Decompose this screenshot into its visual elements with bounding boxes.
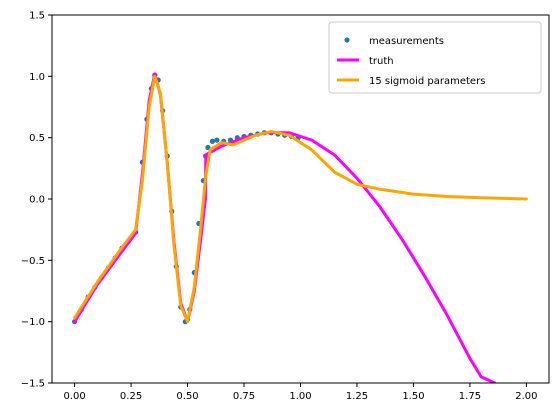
legend: measurements truth 15 sigmoid parameters	[328, 21, 542, 94]
legend-label: measurements	[369, 36, 444, 47]
scatter-point	[209, 138, 215, 144]
y-tick-label: −1.0	[21, 317, 45, 328]
y-tick-label: 1.0	[29, 72, 45, 83]
x-tick-label: 1.25	[346, 391, 368, 402]
x-tick-label: 0.25	[120, 391, 142, 402]
x-tick-label: 0.00	[63, 391, 85, 402]
x-tick-label: 1.75	[459, 391, 481, 402]
y-tick-label: −1.5	[21, 379, 45, 390]
legend-item: 15 sigmoid parameters	[337, 76, 485, 87]
legend-item: measurements	[344, 36, 444, 47]
series-0	[71, 72, 301, 325]
x-tick-label: 1.00	[289, 391, 311, 402]
series-1	[73, 72, 497, 383]
series-2	[73, 74, 528, 324]
legend-item: truth	[337, 56, 394, 67]
y-tick-label: 0.5	[29, 133, 45, 144]
y-tick-label: −0.5	[21, 256, 45, 267]
x-tick-label: 0.50	[176, 391, 198, 402]
legend-label: truth	[369, 56, 394, 67]
x-axis: 0.00 0.25 0.50 0.75 1.00 1.25 1.50 1.75 2.00	[63, 383, 538, 402]
scatter-point	[214, 137, 220, 143]
x-tick-label: 2.00	[515, 391, 537, 402]
y-tick-label: 1.5	[29, 11, 45, 22]
x-tick-label: 1.50	[402, 391, 424, 402]
legend-box	[328, 21, 542, 94]
series-line	[73, 72, 497, 383]
legend-label: 15 sigmoid parameters	[369, 76, 485, 87]
plot-area	[71, 72, 528, 383]
series-line	[73, 74, 528, 324]
legend-marker	[344, 37, 350, 43]
y-axis: −1.5 −1.0 −0.5 0.0 0.5 1.0 1.5	[21, 11, 52, 390]
x-tick-label: 0.75	[233, 391, 255, 402]
y-tick-label: 0.0	[29, 195, 45, 206]
